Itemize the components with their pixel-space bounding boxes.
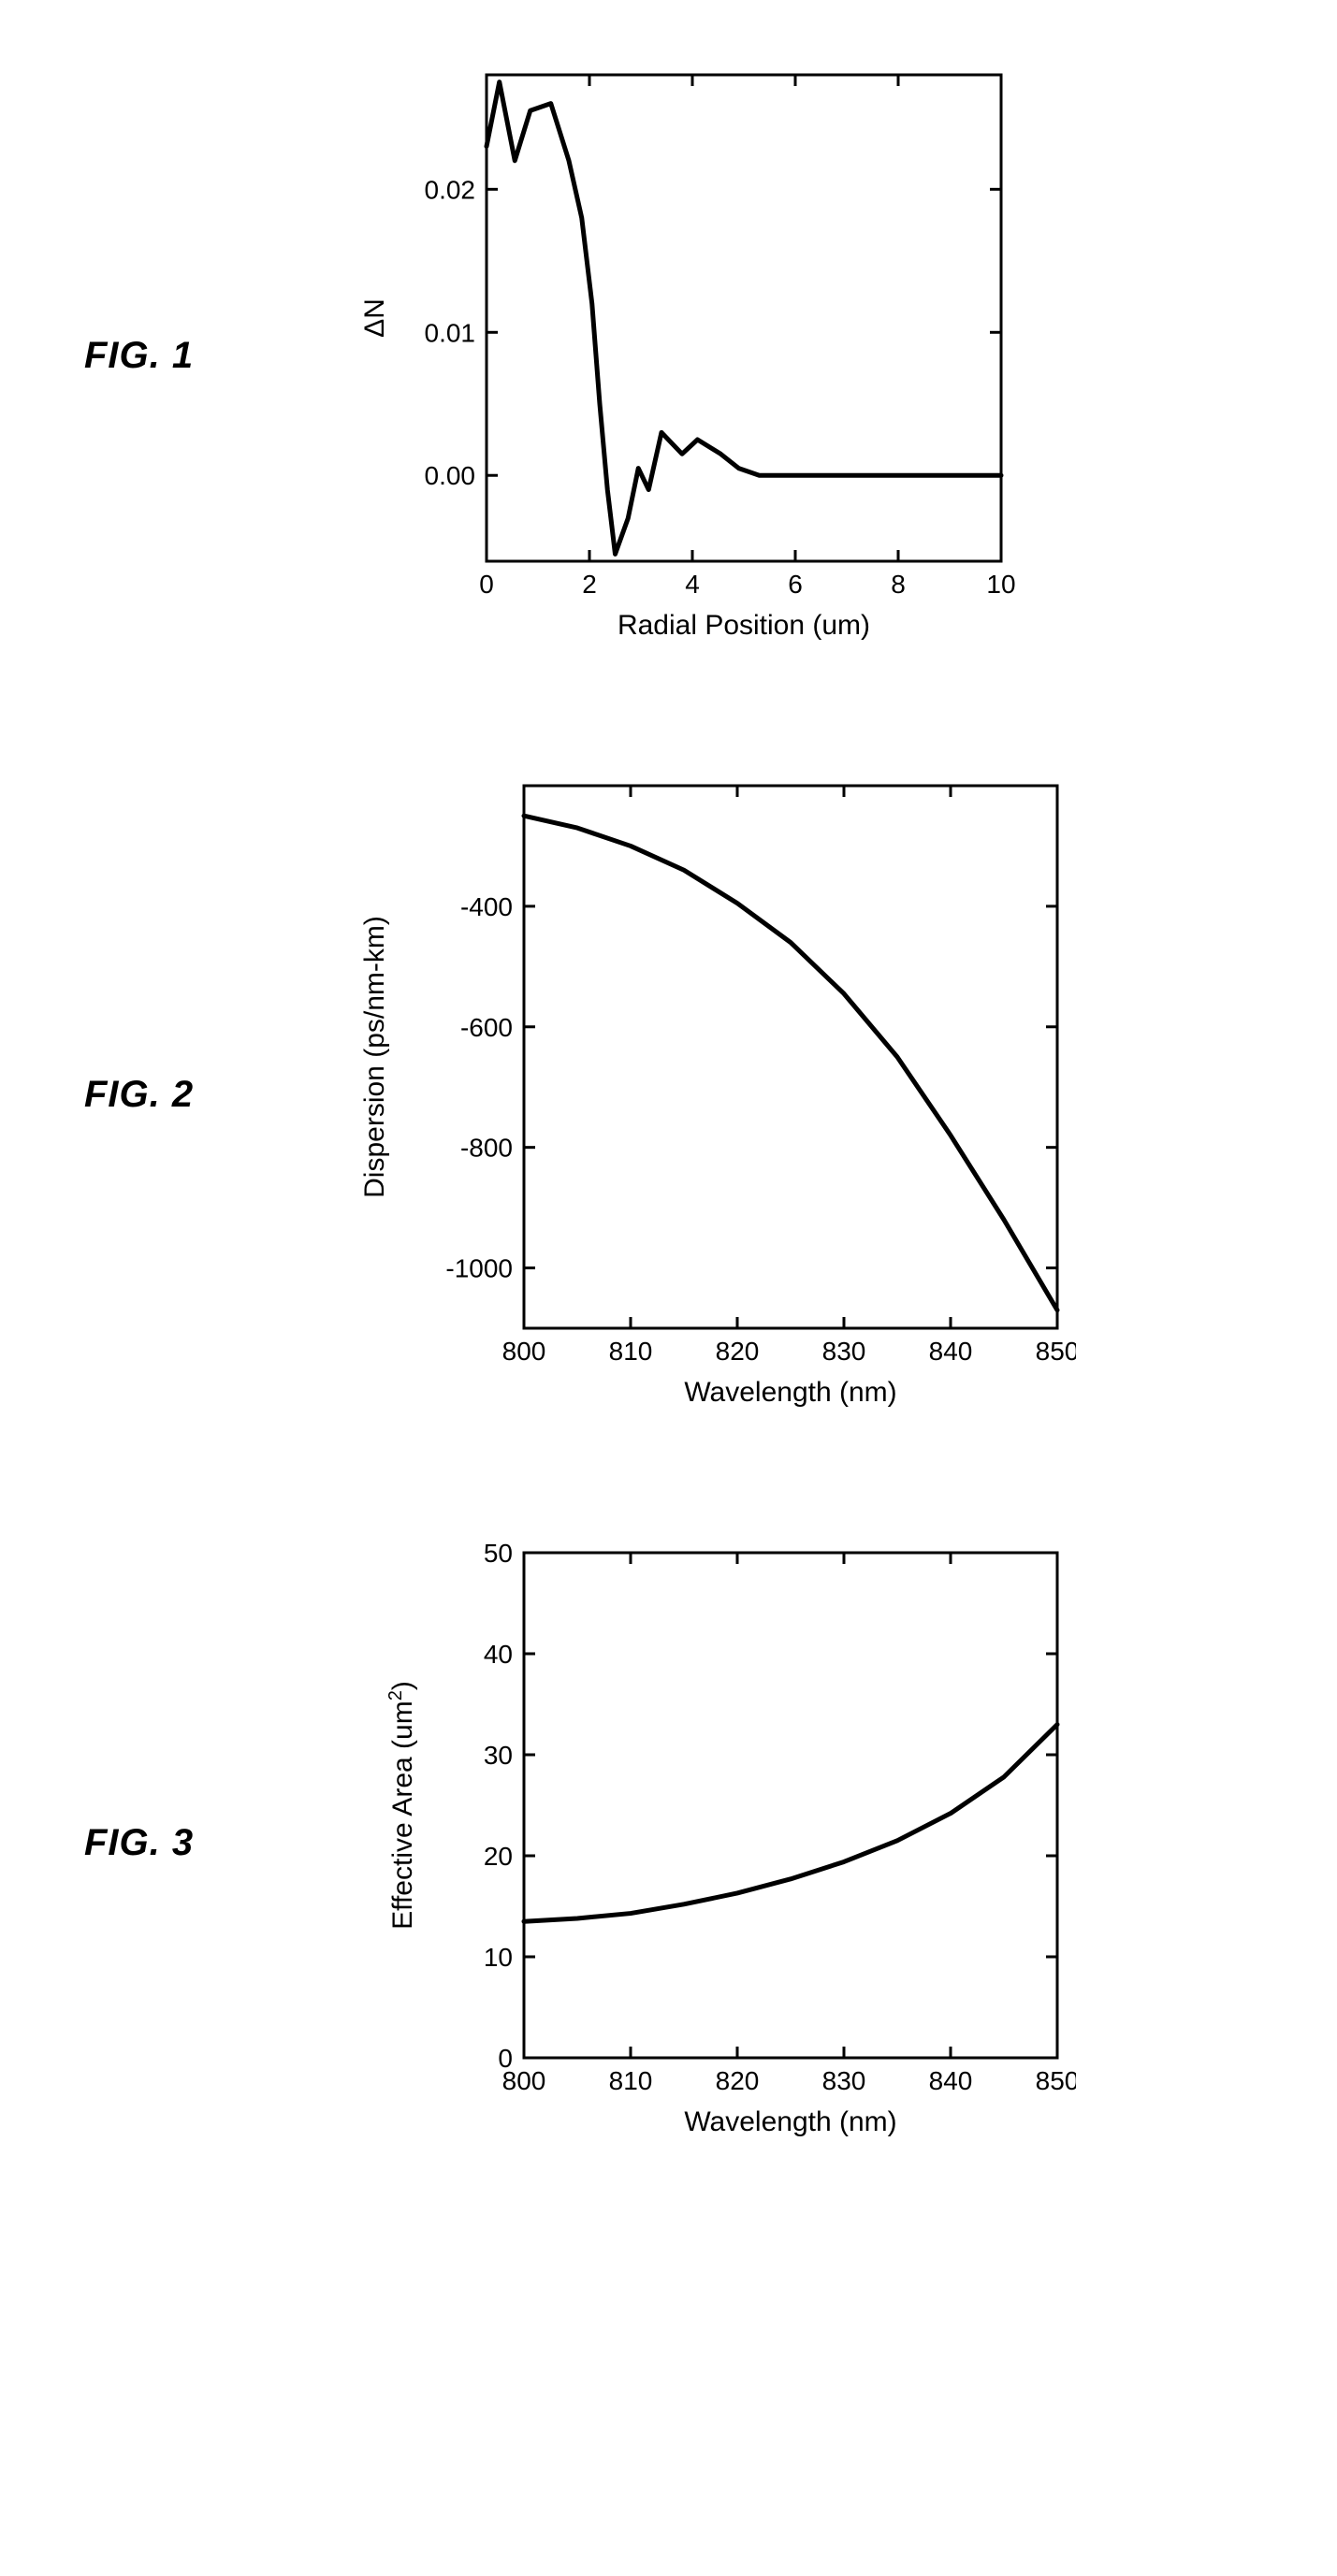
svg-text:Radial Position (um): Radial Position (um) xyxy=(618,610,870,641)
figure-2-label: FIG. 2 xyxy=(0,1074,346,1116)
svg-text:850: 850 xyxy=(1036,2066,1076,2095)
fig3-svg: 80081082083084085001020304050Wavelength … xyxy=(346,1534,1076,2151)
svg-text:810: 810 xyxy=(609,2066,653,2095)
svg-text:840: 840 xyxy=(929,1337,973,1366)
svg-text:-800: -800 xyxy=(460,1134,513,1163)
svg-text:-600: -600 xyxy=(460,1013,513,1042)
svg-text:0.02: 0.02 xyxy=(425,175,476,204)
svg-text:0: 0 xyxy=(498,2044,513,2073)
svg-text:6: 6 xyxy=(788,570,803,599)
page: FIG. 1 02468100.000.010.02Radial Positio… xyxy=(0,0,1337,2264)
svg-text:820: 820 xyxy=(716,1337,760,1366)
svg-text:ΔN: ΔN xyxy=(359,298,390,338)
svg-text:Dispersion (ps/nm-km): Dispersion (ps/nm-km) xyxy=(359,916,390,1198)
svg-text:2: 2 xyxy=(582,570,597,599)
figure-1-row: FIG. 1 0 2 4 6 8 10 0.00 0.01 0.02 Radial Positio… xyxy=(0,56,1337,655)
svg-text:840: 840 xyxy=(929,2066,973,2095)
svg-text:0: 0 xyxy=(479,570,494,599)
svg-text:Wavelength (nm): Wavelength (nm) xyxy=(684,2106,896,2137)
svg-text:800: 800 xyxy=(502,1337,546,1366)
figure-2-row: FIG. 2 800 810 820 830 840 850 -1000 -800 -600 -4… xyxy=(0,767,1337,1422)
fig2-svg: 800 810 820 830 840 850 -1000 -800 -600 -400 Wavel… xyxy=(346,767,1076,1422)
svg-text:0.01: 0.01 xyxy=(425,318,476,347)
svg-text:Wavelength (nm): Wavelength (nm) xyxy=(684,1377,896,1408)
svg-text:4: 4 xyxy=(685,570,700,599)
svg-text:-1000: -1000 xyxy=(445,1254,513,1283)
figure-3-row: FIG. 3 80081082083084085001020304050Wave… xyxy=(0,1534,1337,2151)
svg-text:-400: -400 xyxy=(460,892,513,921)
svg-text:830: 830 xyxy=(822,2066,866,2095)
figure-2-chart: 800 810 820 830 840 850 -1000 -800 -600 -400 Wavel… xyxy=(346,767,1076,1422)
svg-text:30: 30 xyxy=(484,1741,513,1770)
svg-text:810: 810 xyxy=(609,1337,653,1366)
svg-text:20: 20 xyxy=(484,1842,513,1871)
svg-text:830: 830 xyxy=(822,1337,866,1366)
figure-3-label: FIG. 3 xyxy=(0,1822,346,1864)
figure-1-chart: 0 2 4 6 8 10 0.00 0.01 0.02 Radial Position (um) Δ… xyxy=(346,56,1020,655)
figure-1-label: FIG. 1 xyxy=(0,335,346,377)
svg-text:820: 820 xyxy=(716,2066,760,2095)
svg-text:10: 10 xyxy=(986,570,1015,599)
svg-text:40: 40 xyxy=(484,1640,513,1669)
svg-text:Effective Area (um2): Effective Area (um2) xyxy=(385,1681,418,1930)
svg-text:10: 10 xyxy=(484,1943,513,1972)
fig1-svg: 0 2 4 6 8 10 0.00 0.01 0.02 Radial Position (um) Δ… xyxy=(346,56,1020,655)
svg-text:0.00: 0.00 xyxy=(425,461,476,490)
figure-3-chart: 80081082083084085001020304050Wavelength … xyxy=(346,1534,1076,2151)
svg-text:850: 850 xyxy=(1036,1337,1076,1366)
svg-text:8: 8 xyxy=(891,570,906,599)
svg-text:50: 50 xyxy=(484,1539,513,1568)
